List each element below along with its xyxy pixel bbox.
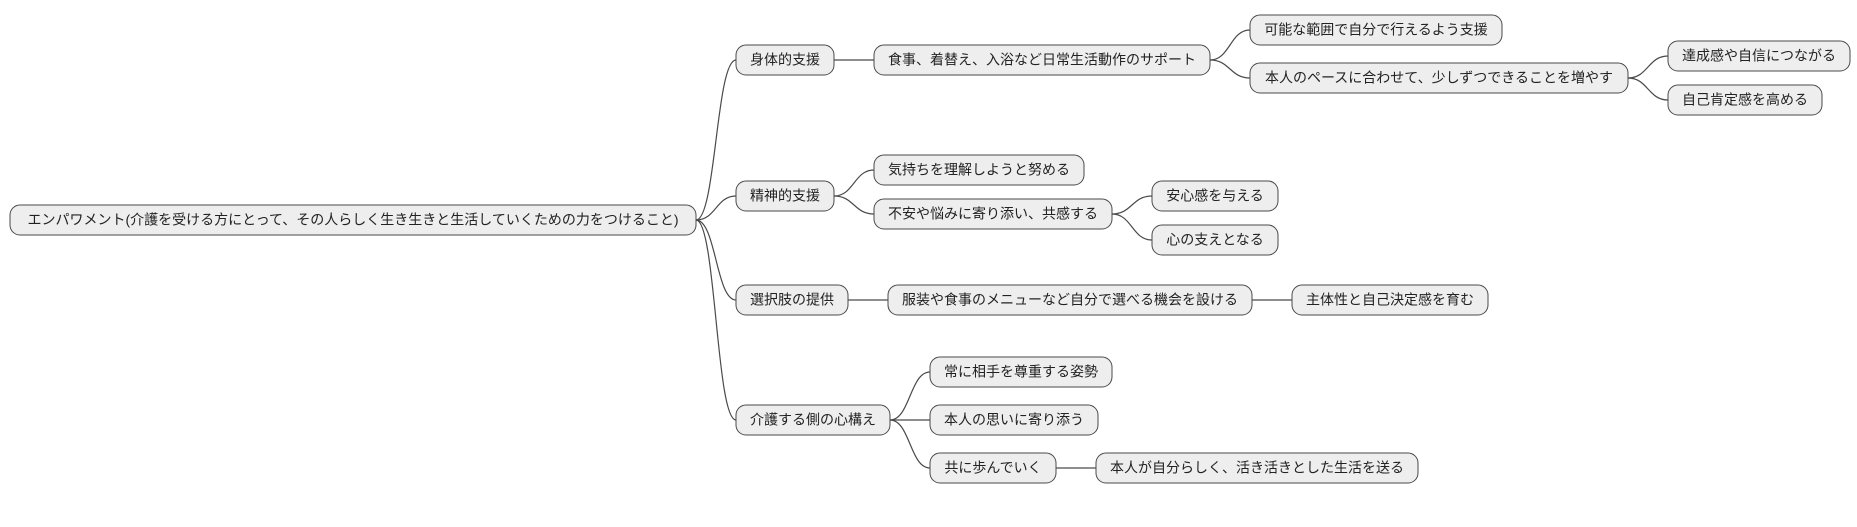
edge	[834, 170, 874, 196]
edge	[1210, 60, 1250, 78]
mindmap-node: 服装や食事のメニューなど自分で選べる機会を設ける	[888, 285, 1252, 315]
mindmap-node: エンパワメント(介護を受ける方にとって、その人らしく生き生きと生活していくための…	[10, 205, 696, 235]
node-label: 精神的支援	[750, 188, 820, 204]
edge	[1628, 78, 1668, 100]
mindmap-node: 選択肢の提供	[736, 285, 848, 315]
edge	[1112, 214, 1152, 240]
node-label: 本人の思いに寄り添う	[944, 412, 1084, 428]
edge	[696, 60, 736, 220]
edge	[696, 220, 736, 420]
mindmap-node: 主体性と自己決定感を育む	[1292, 285, 1488, 315]
mindmap-node: 食事、着替え、入浴など日常生活動作のサポート	[874, 45, 1210, 75]
mindmap-node: 気持ちを理解しようと努める	[874, 155, 1084, 185]
mindmap-node: 自己肯定感を高める	[1668, 85, 1822, 115]
edge	[1112, 196, 1152, 214]
mindmap-node: 不安や悩みに寄り添い、共感する	[874, 199, 1112, 229]
mindmap-node: 達成感や自信につながる	[1668, 41, 1850, 71]
node-label: 不安や悩みに寄り添い、共感する	[888, 206, 1098, 222]
node-label: 服装や食事のメニューなど自分で選べる機会を設ける	[902, 292, 1238, 308]
node-label: 安心感を与える	[1166, 188, 1264, 204]
mindmap-node: 本人の思いに寄り添う	[930, 405, 1098, 435]
mindmap-node: 本人が自分らしく、活き活きとした生活を送る	[1096, 453, 1418, 483]
edge	[890, 372, 930, 420]
node-label: 選択肢の提供	[750, 292, 834, 308]
node-label: 可能な範囲で自分で行えるよう支援	[1264, 22, 1488, 38]
mindmap-node: 本人のペースに合わせて、少しずつできることを増やす	[1250, 63, 1628, 93]
node-label: 心の支えとなる	[1166, 232, 1264, 248]
node-label: 共に歩んでいく	[944, 460, 1041, 476]
edge	[1210, 30, 1250, 60]
node-label: 身体的支援	[750, 52, 820, 68]
node-label: 本人のペースに合わせて、少しずつできることを増やす	[1265, 70, 1613, 86]
node-label: エンパワメント(介護を受ける方にとって、その人らしく生き生きと生活していくための…	[27, 212, 678, 228]
mindmap-node: 身体的支援	[736, 45, 834, 75]
mindmap-node: 可能な範囲で自分で行えるよう支援	[1250, 15, 1502, 45]
node-label: 気持ちを理解しようと努める	[888, 162, 1070, 178]
edge	[696, 220, 736, 300]
mindmap-node: 心の支えとなる	[1152, 225, 1278, 255]
mindmap-canvas: エンパワメント(介護を受ける方にとって、その人らしく生き生きと生活していくための…	[0, 0, 1857, 527]
node-label: 主体性と自己決定感を育む	[1306, 292, 1474, 308]
edge	[834, 196, 874, 214]
edge	[890, 420, 930, 468]
mindmap-node: 精神的支援	[736, 181, 834, 211]
node-label: 介護する側の心構え	[750, 412, 876, 428]
mindmap-node: 安心感を与える	[1152, 181, 1278, 211]
node-label: 食事、着替え、入浴など日常生活動作のサポート	[888, 52, 1196, 68]
mindmap-node: 常に相手を尊重する姿勢	[930, 357, 1112, 387]
nodes-group: エンパワメント(介護を受ける方にとって、その人らしく生き生きと生活していくための…	[10, 15, 1850, 483]
edge	[696, 196, 736, 220]
node-label: 常に相手を尊重する姿勢	[944, 364, 1098, 380]
node-label: 達成感や自信につながる	[1682, 48, 1836, 64]
mindmap-node: 共に歩んでいく	[930, 453, 1056, 483]
edge	[1628, 56, 1668, 78]
mindmap-node: 介護する側の心構え	[736, 405, 890, 435]
node-label: 自己肯定感を高める	[1682, 92, 1808, 108]
node-label: 本人が自分らしく、活き活きとした生活を送る	[1110, 460, 1404, 476]
